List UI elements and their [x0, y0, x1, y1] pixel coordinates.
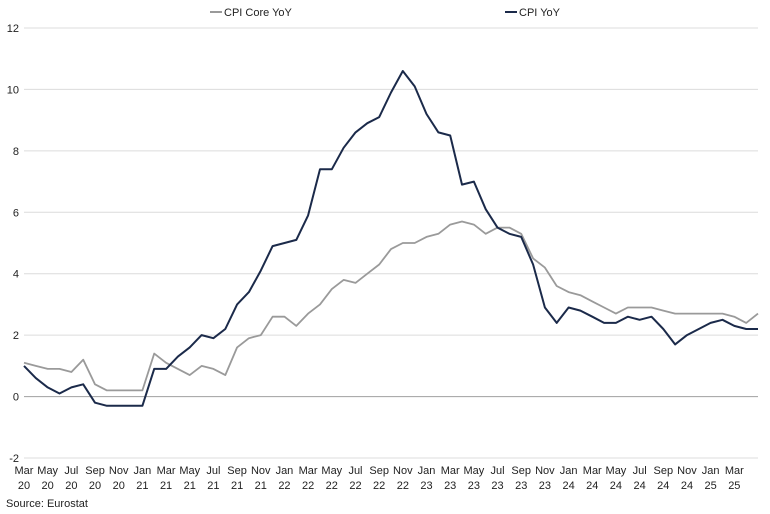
x-axis-ticks: Mar 20 May 20 Jul 20 Sep 20 Nov 20 Jan 21 Mar 21 May 21… [15, 465, 745, 492]
x-tick-month: Mar [725, 465, 744, 477]
legend: CPI Core YoY CPI YoY [210, 7, 561, 19]
series-line-cpi-core-yoy [23, 220, 759, 392]
x-tick-year: 22 [302, 480, 314, 492]
source-note: Source: Eurostat [6, 498, 88, 510]
x-tick-month: Jan [418, 465, 436, 477]
x-tick-year: 22 [326, 480, 338, 492]
y-tick-label: 0 [13, 392, 19, 404]
x-tick-month: Sep [511, 465, 531, 477]
x-tick-month: May [179, 465, 200, 477]
x-tick-year: 21 [231, 480, 243, 492]
x-tick-month: Mar [15, 465, 34, 477]
x-tick-year: 22 [373, 480, 385, 492]
x-tick-month: Jul [206, 465, 220, 477]
x-tick-year: 23 [468, 480, 480, 492]
x-tick-year: 20 [18, 480, 30, 492]
x-tick-year: 23 [420, 480, 432, 492]
x-tick-year: 20 [65, 480, 77, 492]
legend-label: CPI YoY [519, 7, 561, 19]
x-tick-month: Jan [276, 465, 294, 477]
y-tick-label: 2 [13, 330, 19, 342]
x-tick-year: 24 [562, 480, 574, 492]
x-tick-year: 24 [586, 480, 598, 492]
x-tick-month: May [321, 465, 342, 477]
y-tick-label: 10 [7, 84, 19, 96]
x-tick-year: 21 [255, 480, 267, 492]
y-tick-label: 4 [13, 269, 19, 281]
x-tick-month: Jan [134, 465, 152, 477]
x-tick-year: 23 [539, 480, 551, 492]
y-axis-ticks: -2 0 2 4 6 8 10 12 [7, 23, 19, 465]
x-tick-month: Mar [157, 465, 176, 477]
x-tick-year: 23 [444, 480, 456, 492]
y-tick-label: -2 [9, 453, 19, 465]
x-tick-month: Nov [251, 465, 271, 477]
x-tick-month: Sep [369, 465, 389, 477]
x-tick-month: Nov [677, 465, 697, 477]
x-tick-month: May [37, 465, 58, 477]
x-tick-year: 21 [160, 480, 172, 492]
x-tick-month: Jul [491, 465, 505, 477]
y-tick-label: 12 [7, 23, 19, 35]
x-tick-year: 24 [681, 480, 693, 492]
x-tick-year: 22 [278, 480, 290, 492]
x-tick-year: 20 [113, 480, 125, 492]
x-tick-month: Sep [654, 465, 674, 477]
y-tick-label: 6 [13, 207, 19, 219]
x-tick-year: 20 [42, 480, 54, 492]
x-tick-year: 21 [184, 480, 196, 492]
x-tick-year: 21 [207, 480, 219, 492]
x-tick-year: 24 [610, 480, 622, 492]
x-tick-month: Jan [702, 465, 720, 477]
y-tick-label: 8 [13, 146, 19, 158]
x-tick-month: Sep [227, 465, 247, 477]
series-lines [23, 70, 759, 407]
x-tick-year: 20 [89, 480, 101, 492]
x-tick-month: Nov [393, 465, 413, 477]
x-tick-month: Jul [64, 465, 78, 477]
x-tick-month: Jan [560, 465, 578, 477]
x-tick-month: Sep [85, 465, 105, 477]
x-tick-year: 22 [349, 480, 361, 492]
series-line-cpi-yoy [23, 70, 758, 407]
x-tick-month: Nov [109, 465, 129, 477]
x-tick-year: 24 [633, 480, 645, 492]
legend-label: CPI Core YoY [224, 7, 293, 19]
x-tick-year: 25 [728, 480, 740, 492]
x-tick-month: Mar [583, 465, 602, 477]
x-tick-year: 25 [705, 480, 717, 492]
x-tick-month: Mar [299, 465, 318, 477]
x-tick-year: 21 [136, 480, 148, 492]
x-tick-year: 22 [397, 480, 409, 492]
x-tick-year: 23 [491, 480, 503, 492]
x-tick-month: Jul [348, 465, 362, 477]
x-tick-year: 24 [657, 480, 669, 492]
x-tick-year: 23 [515, 480, 527, 492]
x-tick-month: May [606, 465, 627, 477]
x-tick-month: Nov [535, 465, 555, 477]
x-tick-month: May [463, 465, 484, 477]
x-tick-month: Jul [633, 465, 647, 477]
x-tick-month: Mar [441, 465, 460, 477]
